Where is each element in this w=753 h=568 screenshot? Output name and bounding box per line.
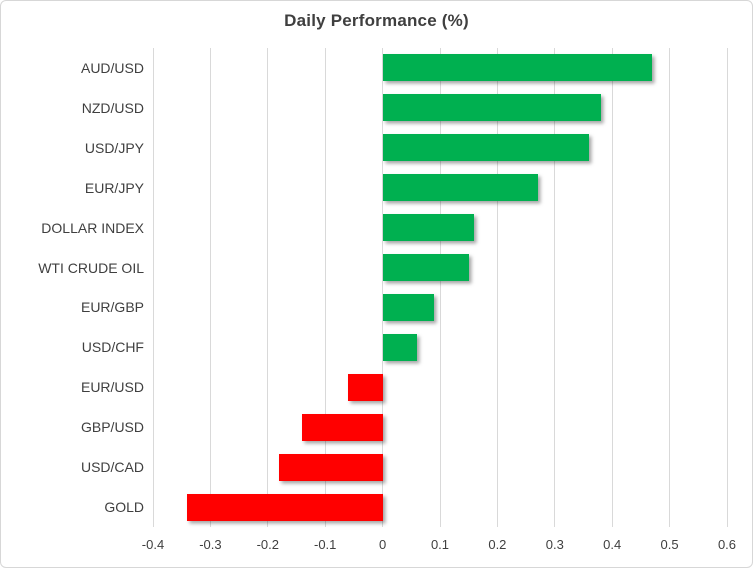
category-label-usd-jpy: USD/JPY (84, 139, 144, 156)
tick-label-0.1: 0.1 (430, 537, 450, 552)
bar-wti-crude-oil (382, 254, 469, 282)
tick-label-0: 0 (378, 537, 387, 552)
plot-area (152, 48, 728, 527)
tick-label-0.3: 0.3 (545, 537, 564, 552)
category-label-nzd-usd: NZD/USD (81, 99, 144, 116)
category-label-usd-chf: USD/CHF (81, 339, 144, 356)
bar-gold (187, 493, 383, 521)
bar-dollar-index (382, 214, 475, 242)
gridline--0.1 (324, 48, 326, 527)
bar-eur-jpy (382, 174, 538, 202)
category-label-dollar-index: DOLLAR INDEX (41, 219, 144, 236)
tick-label-0.2: 0.2 (488, 537, 507, 552)
category-label-eur-usd: EUR/USD (80, 379, 144, 396)
category-label-gbp-usd: GBP/USD (80, 419, 144, 436)
bar-usd-jpy (382, 134, 590, 162)
gridline--0.2 (267, 48, 269, 527)
gridline-0.4 (611, 48, 613, 527)
bar-usd-chf (382, 333, 418, 361)
category-label-wti-crude-oil: WTI CRUDE OIL (38, 259, 144, 276)
category-label-usd-cad: USD/CAD (80, 459, 144, 476)
gridline-0.1 (439, 48, 441, 527)
bar-aud-usd (382, 54, 653, 82)
category-label-gold: GOLD (104, 499, 144, 516)
tick-label--0.4: -0.4 (141, 537, 165, 552)
tick-label-0.5: 0.5 (660, 537, 679, 552)
bar-gbp-usd (302, 413, 383, 441)
category-label-eur-gbp: EUR/GBP (80, 299, 144, 316)
gridline--0.3 (209, 48, 211, 527)
tick-label--0.2: -0.2 (256, 537, 279, 552)
tick-label-0.6: 0.6 (717, 537, 737, 552)
tick-label-0.4: 0.4 (603, 537, 622, 552)
category-label-aud-usd: AUD/USD (80, 59, 144, 76)
gridline-0.3 (554, 48, 556, 527)
gridline-0.2 (496, 48, 498, 527)
bar-eur-usd (348, 373, 383, 401)
tick-label--0.3: -0.3 (199, 537, 222, 552)
bar-nzd-usd (382, 94, 601, 122)
gridline-0.6 (726, 48, 728, 527)
category-label-eur-jpy: EUR/JPY (84, 179, 144, 196)
bar-usd-cad (279, 453, 383, 481)
bar-eur-gbp (382, 293, 435, 321)
tick-label--0.1: -0.1 (313, 537, 337, 552)
chart-title: Daily Performance (%) (284, 11, 469, 30)
gridline-0 (382, 48, 384, 527)
gridline--0.4 (152, 48, 154, 527)
gridline-0.5 (669, 48, 671, 527)
